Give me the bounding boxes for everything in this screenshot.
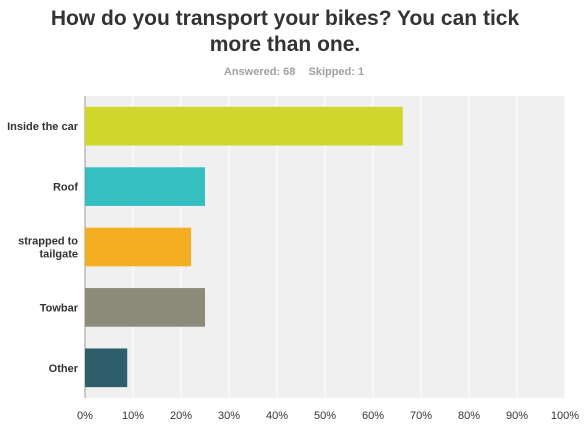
x-tick-label: 0%	[77, 410, 93, 422]
chart-title: How do you transport your bikes? You can…	[50, 7, 520, 56]
category-label: Other	[49, 363, 79, 375]
bar	[85, 348, 128, 388]
category-label: Inside the car	[7, 121, 79, 133]
x-tick-label: 60%	[362, 410, 384, 422]
x-tick-label: 20%	[170, 410, 192, 422]
bar	[85, 227, 192, 267]
x-tick-label: 90%	[506, 410, 528, 422]
skipped-count: Skipped: 1	[308, 66, 365, 78]
x-tick-label: 80%	[458, 410, 480, 422]
x-tick-label: 70%	[410, 410, 432, 422]
x-tick-label: 100%	[551, 410, 579, 422]
bar	[85, 106, 403, 146]
bar	[85, 167, 205, 206]
category-label: Towbar	[40, 302, 79, 314]
x-tick-label: 50%	[314, 410, 336, 422]
x-tick-label: 40%	[266, 410, 288, 422]
category-label: strapped to tailgate	[18, 236, 78, 261]
bar	[85, 288, 205, 327]
x-tick-label: 30%	[218, 410, 240, 422]
response-stats: Answered: 68 Skipped: 1	[0, 66, 588, 78]
x-tick-label: 10%	[122, 410, 144, 422]
answered-count: Answered: 68	[223, 66, 296, 78]
category-label: Roof	[53, 182, 78, 194]
